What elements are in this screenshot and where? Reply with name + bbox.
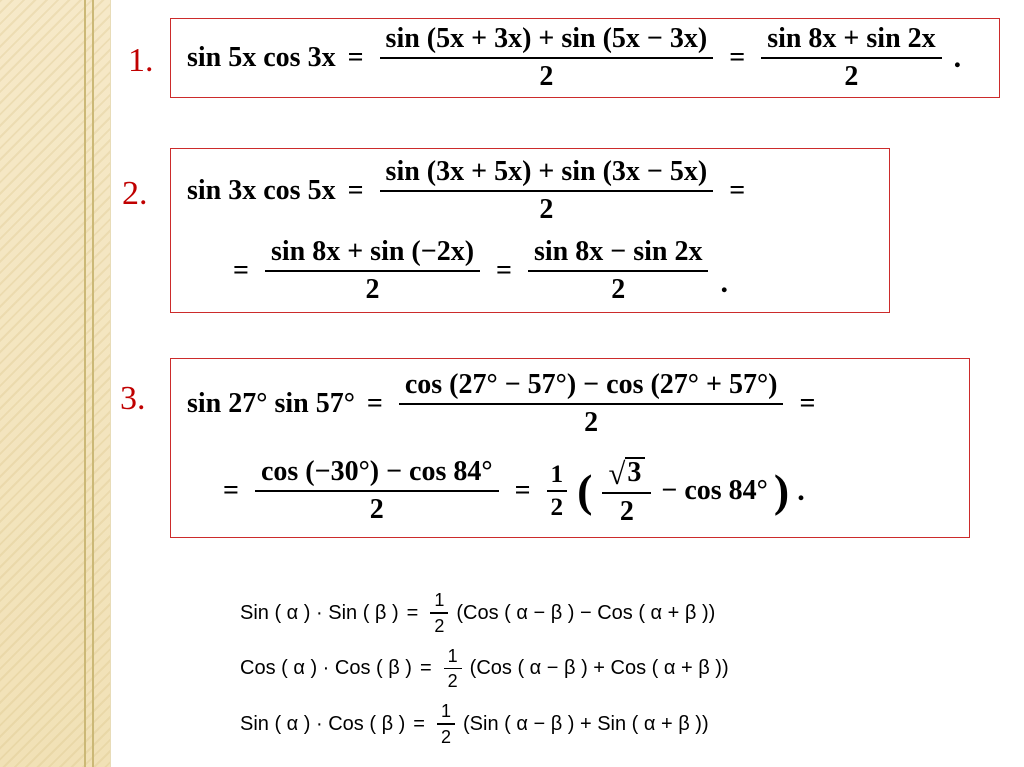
fraction-bar <box>444 668 462 670</box>
equals-sign: = <box>420 658 432 678</box>
ex2-frac2: sin 8x + sin (−2x) 2 <box>265 236 480 306</box>
equals-sign: = <box>413 714 425 734</box>
ex3-frac2-bot: 2 <box>364 494 390 526</box>
equals-sign: = <box>496 257 512 285</box>
example-2-row1: sin 3x cos 5x = sin (3x + 5x) + sin (3x … <box>187 156 873 226</box>
equals-sign: = <box>729 44 745 72</box>
ex1-frac2: sin 8x + sin 2x 2 <box>761 23 941 93</box>
sqrt-arg: 3 <box>625 457 645 488</box>
ex3-half-top: 1 <box>547 461 568 488</box>
ex1-lhs: sin 5x cos 3x <box>187 44 336 72</box>
f3-lhs: Sin ( α ) · Cos ( β ) <box>240 714 405 734</box>
page: 1. 2. 3. sin 5x cos 3x = sin (5x + 3x) +… <box>0 0 1024 767</box>
ex2-frac3-bot: 2 <box>605 274 631 306</box>
ex2-frac1-bot: 2 <box>533 194 559 226</box>
fraction-bar <box>761 57 941 59</box>
terminal-dot: . <box>797 476 805 506</box>
example-2-box: sin 3x cos 5x = sin (3x + 5x) + sin (3x … <box>170 148 890 313</box>
ex2-frac2-top: sin 8x + sin (−2x) <box>265 236 480 268</box>
example-3-row1: sin 27° sin 57° = cos (27° − 57°) − cos … <box>187 369 953 439</box>
ex3-inner-bot: 2 <box>614 496 640 528</box>
general-formulas: Sin ( α ) · Sin ( β ) = 1 2 (Cos ( α − β… <box>240 580 940 757</box>
equals-sign: = <box>223 477 239 505</box>
vertical-rule-1 <box>84 0 86 767</box>
fraction-bar <box>528 270 708 272</box>
f3-half: 1 2 <box>437 701 455 747</box>
fraction-bar <box>380 190 714 192</box>
ex3-lhs: sin 27° sin 57° <box>187 390 355 418</box>
ex3-frac2-top: cos (−30°) − cos 84° <box>255 456 499 488</box>
example-2-row2: = sin 8x + sin (−2x) 2 = sin 8x − sin 2x… <box>187 236 873 306</box>
equals-sign: = <box>348 44 364 72</box>
ex2-lhs: sin 3x cos 5x <box>187 177 336 205</box>
fraction-bar <box>399 403 784 405</box>
vertical-rule-2 <box>92 0 94 767</box>
ex3-frac2: cos (−30°) − cos 84° 2 <box>255 456 499 526</box>
equals-sign: = <box>367 390 383 418</box>
radical-icon: √ <box>608 458 625 489</box>
ex2-frac3-top: sin 8x − sin 2x <box>528 236 708 268</box>
ex2-frac1: sin (3x + 5x) + sin (3x − 5x) 2 <box>380 156 714 226</box>
ex1-frac1-top: sin (5x + 3x) + sin (5x − 3x) <box>380 23 714 55</box>
f2-half-top: 1 <box>444 646 462 666</box>
terminal-dot: . <box>954 43 962 73</box>
equals-sign: = <box>515 477 531 505</box>
example-3-row2: = cos (−30°) − cos 84° 2 = 1 2 ( √ 3 <box>187 455 953 528</box>
fraction-bar <box>265 270 480 272</box>
item-number-1: 1. <box>128 42 154 80</box>
ex3-half: 1 2 <box>547 461 568 521</box>
equals-sign: = <box>407 603 419 623</box>
ex1-frac2-bot: 2 <box>838 61 864 93</box>
f3-half-bot: 2 <box>437 727 455 747</box>
ex3-inner-top: √ 3 <box>602 455 651 490</box>
f2-half-bot: 2 <box>444 671 462 691</box>
fraction-bar <box>602 492 651 494</box>
example-1-row: sin 5x cos 3x = sin (5x + 3x) + sin (5x … <box>187 23 983 93</box>
sqrt: √ 3 <box>608 457 645 488</box>
fraction-bar <box>430 612 448 614</box>
f2-half: 1 2 <box>444 646 462 692</box>
f1-half: 1 2 <box>430 590 448 636</box>
big-left-paren: ( <box>577 468 592 514</box>
ex1-frac1-bot: 2 <box>533 61 559 93</box>
f1-half-top: 1 <box>430 590 448 610</box>
ex2-frac2-bot: 2 <box>360 274 386 306</box>
left-decoration-band <box>0 0 111 767</box>
ex1-frac1: sin (5x + 3x) + sin (5x − 3x) 2 <box>380 23 714 93</box>
ex2-frac3: sin 8x − sin 2x 2 <box>528 236 708 306</box>
big-right-paren: ) <box>774 468 789 514</box>
ex3-inner-frac: √ 3 2 <box>602 455 651 528</box>
example-3-box: sin 27° sin 57° = cos (27° − 57°) − cos … <box>170 358 970 538</box>
f2-lhs: Cos ( α ) · Cos ( β ) <box>240 658 412 678</box>
equals-sign: = <box>729 177 745 205</box>
f1-lhs: Sin ( α ) · Sin ( β ) <box>240 603 399 623</box>
fraction-bar <box>255 490 499 492</box>
fraction-bar <box>437 723 455 725</box>
formula-sin-sin: Sin ( α ) · Sin ( β ) = 1 2 (Cos ( α − β… <box>240 590 940 636</box>
f1-half-bot: 2 <box>430 616 448 636</box>
equals-sign: = <box>233 257 249 285</box>
ex3-frac1: cos (27° − 57°) − cos (27° + 57°) 2 <box>399 369 784 439</box>
ex3-half-bot: 2 <box>547 494 568 521</box>
formula-cos-cos: Cos ( α ) · Cos ( β ) = 1 2 (Cos ( α − β… <box>240 646 940 692</box>
item-number-2: 2. <box>122 175 148 213</box>
f3-half-top: 1 <box>437 701 455 721</box>
example-1-box: sin 5x cos 3x = sin (5x + 3x) + sin (5x … <box>170 18 1000 98</box>
f3-rhs: (Sin ( α − β ) + Sin ( α + β )) <box>463 714 709 734</box>
ex3-tail: − cos 84° <box>661 477 767 505</box>
f1-rhs: (Cos ( α − β ) − Cos ( α + β )) <box>456 603 715 623</box>
f2-rhs: (Cos ( α − β ) + Cos ( α + β )) <box>470 658 729 678</box>
terminal-dot: . <box>720 268 728 306</box>
formula-sin-cos: Sin ( α ) · Cos ( β ) = 1 2 (Sin ( α − β… <box>240 701 940 747</box>
ex1-frac2-top: sin 8x + sin 2x <box>761 23 941 55</box>
equals-sign: = <box>348 177 364 205</box>
ex3-frac1-bot: 2 <box>578 407 604 439</box>
fraction-bar <box>547 490 568 492</box>
fraction-bar <box>380 57 714 59</box>
ex3-frac1-top: cos (27° − 57°) − cos (27° + 57°) <box>399 369 784 401</box>
equals-sign: = <box>799 390 815 418</box>
ex2-frac1-top: sin (3x + 5x) + sin (3x − 5x) <box>380 156 714 188</box>
item-number-3: 3. <box>120 380 146 418</box>
